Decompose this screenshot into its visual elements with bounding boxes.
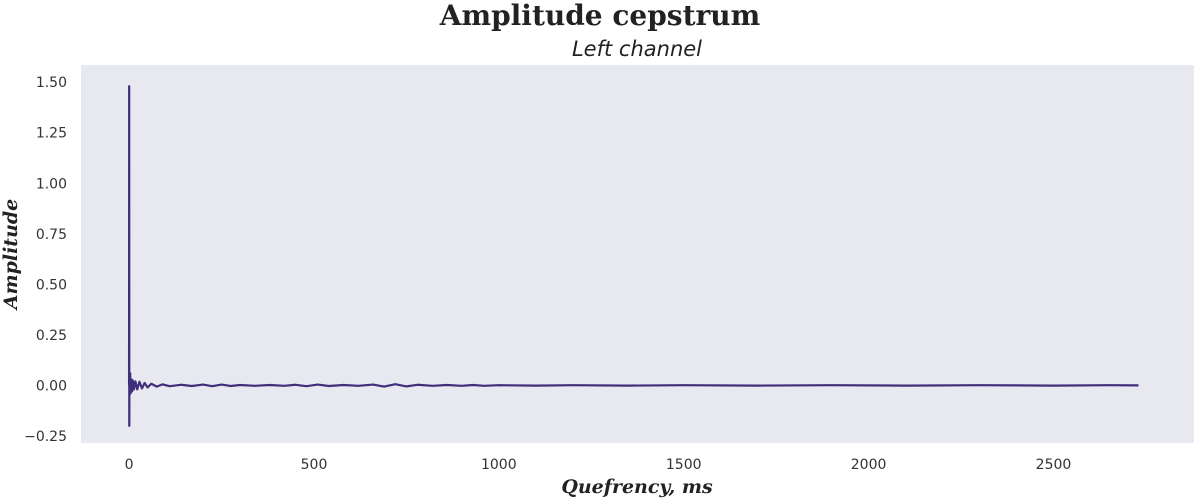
chart-subtitle: Left channel [572, 37, 702, 61]
y-tick-label: 1.00 [36, 176, 67, 192]
x-tick-label: 2000 [851, 457, 887, 473]
x-tick-label: 0 [125, 457, 134, 473]
y-tick-label: 0.50 [36, 277, 67, 293]
x-tick-label: 2500 [1036, 457, 1072, 473]
y-tick-label: 0.00 [36, 378, 67, 394]
x-axis-label: Quefrency, ms [561, 476, 713, 498]
y-tick-label: 1.50 [36, 75, 67, 91]
chart-title: Amplitude cepstrum [439, 0, 761, 32]
y-axis-ticks: −0.25 0.00 0.25 0.50 0.75 1.00 1.25 1.50 [24, 75, 67, 445]
x-tick-label: 1500 [666, 457, 702, 473]
x-tick-label: 500 [301, 457, 328, 473]
y-tick-label: 1.25 [36, 126, 67, 142]
y-axis-label: Amplitude [0, 199, 22, 312]
x-axis-ticks: 0 500 1000 1500 2000 2500 [125, 457, 1072, 473]
y-tick-label: −0.25 [24, 429, 67, 445]
x-tick-label: 1000 [481, 457, 517, 473]
y-tick-label: 0.25 [36, 328, 67, 344]
y-tick-label: 0.75 [36, 227, 67, 243]
plot-area [81, 65, 1194, 443]
series-line-cepstrum [127, 85, 1139, 427]
